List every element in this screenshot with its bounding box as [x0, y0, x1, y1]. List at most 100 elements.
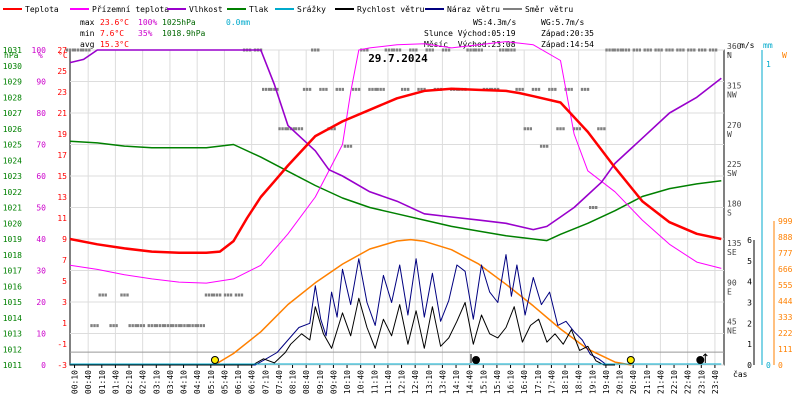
wind-direction-point	[226, 293, 230, 297]
legend-label-srazky: Srážky	[297, 5, 326, 14]
direction-compass-label: SE	[727, 248, 737, 257]
chart-marks	[65, 41, 722, 366]
wind-direction-point	[207, 293, 211, 297]
wind-direction-point	[624, 48, 628, 52]
wind-direction-point	[387, 48, 391, 52]
x-tick-label: 07:40	[275, 370, 284, 394]
wind-direction-point	[425, 48, 428, 52]
stats-avg-label: avg	[80, 40, 95, 49]
x-tick-label: 23:10	[697, 370, 706, 394]
wind-direction-point	[175, 324, 178, 328]
pressure-tick-label: 1030	[3, 62, 22, 71]
wind-direction-point	[351, 87, 355, 91]
pressure-tick-label: 1020	[3, 219, 22, 228]
wind-direction-point	[441, 48, 445, 52]
moonrise-arrow-icon	[702, 353, 708, 363]
pressure-axis-unit: hPa	[4, 51, 19, 60]
wind-direction-point	[172, 324, 175, 328]
pressure-tick-label: 1029	[3, 78, 22, 87]
wind-direction-point	[191, 324, 194, 328]
temperature-tick-label: 23	[57, 88, 67, 97]
x-tick-label: 01:10	[98, 370, 107, 394]
wind-direction-point	[96, 324, 99, 328]
wind-direction-point	[112, 324, 115, 328]
humidity-tick-label: 90	[36, 78, 46, 87]
x-tick-label: 16:10	[507, 370, 516, 394]
wind-direction-point	[136, 324, 140, 328]
x-tick-label: 20:10	[616, 370, 625, 394]
wind-direction-point	[632, 48, 635, 52]
x-tick-label: 07:10	[261, 370, 270, 394]
wind-direction-point	[302, 87, 306, 91]
wind-direction-point	[284, 127, 287, 131]
wind-direction-point	[109, 324, 112, 328]
legend-label-rychlost-vetru: Rychlost větru	[357, 5, 425, 14]
humidity-tick-label: 40	[36, 235, 46, 244]
x-tick-label: 15:10	[479, 370, 488, 394]
wind-direction-point	[708, 48, 712, 52]
x-tick-label: 08:10	[289, 370, 298, 394]
wind-direction-point	[333, 127, 336, 131]
wind-direction-point	[646, 48, 649, 52]
wind-gust-line	[70, 254, 615, 366]
rain-tick-label: 0	[766, 361, 771, 370]
wind-direction-point	[376, 87, 379, 91]
direction-compass-label: SW	[727, 169, 737, 178]
wind-direction-point	[68, 48, 72, 52]
wind-direction-point	[371, 87, 374, 91]
wind-direction-point	[595, 206, 598, 209]
solar-tick-label: 111	[778, 345, 793, 354]
wind-direction-point	[131, 324, 134, 328]
wind-direction-point	[82, 48, 85, 52]
x-tick-label: 14:10	[452, 370, 461, 394]
legend: Teplota Přízemní teplota Vlhkost Tlak Sr…	[3, 5, 573, 14]
wind-direction-point	[562, 127, 565, 131]
stats-min-pressure: 1018.9hPa	[162, 29, 206, 38]
wind-direction-point	[314, 48, 317, 52]
stats-wind-speed: WS:4.3m/s	[473, 18, 517, 27]
temperature-tick-label: 17	[57, 151, 67, 160]
wind-direction-point	[229, 293, 233, 297]
x-tick-label: 08:40	[302, 370, 311, 394]
direction-tick-label: 135	[727, 239, 742, 248]
x-tick-label: 02:40	[139, 370, 148, 394]
wind-direction-point	[423, 87, 426, 91]
wind-direction-point	[412, 48, 415, 52]
wind-direction-point	[627, 48, 631, 52]
wind-direction-point	[643, 48, 646, 52]
x-tick-label: 14:40	[466, 370, 475, 394]
wind-direction-point	[586, 87, 590, 91]
wind-direction-point	[444, 48, 448, 52]
wind-direction-point	[701, 48, 704, 52]
x-tick-label: 12:40	[411, 370, 420, 394]
wind-direction-point	[286, 127, 289, 131]
solar-tick-label: 222	[778, 329, 793, 338]
wind-direction-point	[474, 48, 477, 52]
wind-tick-label: 2	[747, 319, 752, 328]
wind-direction-point	[71, 48, 75, 52]
wind-direction-point	[202, 324, 205, 328]
x-tick-label: 13:10	[425, 370, 434, 394]
wind-direction-point	[589, 206, 592, 209]
wind-direction-point	[406, 87, 410, 91]
wind-direction-point	[605, 48, 608, 52]
x-tick-label: 11:40	[384, 370, 393, 394]
solar-tick-label: 0	[778, 361, 783, 370]
wind-direction-point	[155, 324, 159, 328]
wind-direction-point	[204, 293, 208, 297]
temperature-tick-label: -1	[57, 340, 67, 349]
pressure-tick-label: 1019	[3, 235, 22, 244]
wind-axis-unit: m/s	[740, 41, 755, 50]
stats-max-pressure: 1025hPa	[162, 18, 196, 27]
pressure-tick-label: 1025	[3, 141, 22, 150]
solar-tick-label: 444	[778, 297, 793, 306]
wind-direction-point	[199, 324, 202, 328]
stats-avg-temp: 15.3°C	[100, 40, 129, 49]
wind-direction-point	[545, 144, 549, 148]
wind-direction-point	[613, 48, 616, 52]
wind-direction-point	[270, 87, 273, 91]
wind-direction-point	[477, 48, 480, 52]
pressure-line	[69, 140, 722, 242]
wind-direction-point	[513, 48, 516, 52]
humidity-tick-label: 50	[36, 204, 46, 213]
